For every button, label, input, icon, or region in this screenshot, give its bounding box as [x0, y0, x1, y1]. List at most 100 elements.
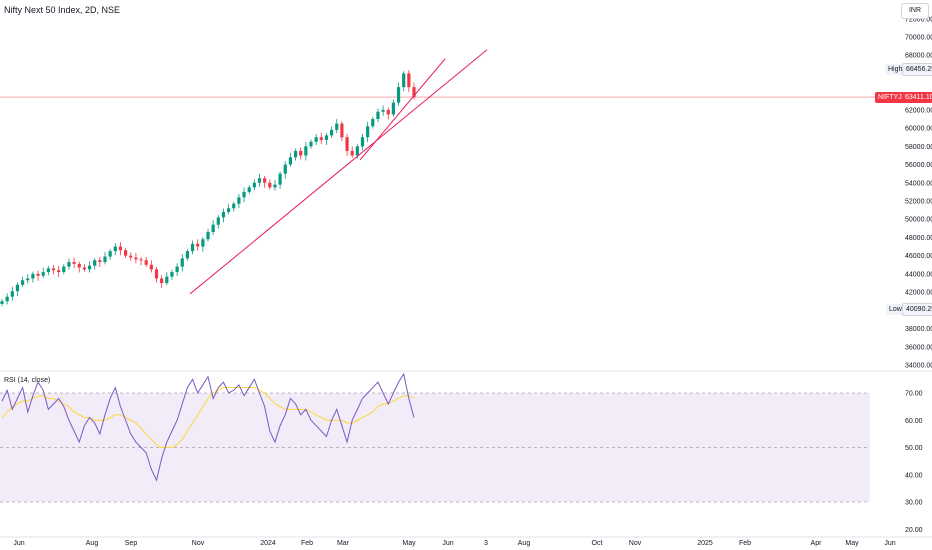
candle-body	[185, 251, 189, 259]
price-tick-label: 38000.00	[905, 326, 932, 333]
candle-body	[371, 119, 375, 127]
candle-body	[340, 123, 344, 138]
candle-body	[293, 150, 298, 158]
price-tick-label: 62000.00	[905, 107, 932, 114]
candle-body	[77, 263, 81, 268]
time-tick-label: Nov	[192, 540, 205, 547]
candle-body	[180, 258, 184, 267]
price-tick-label: 50000.00	[905, 217, 932, 224]
candle-body	[412, 87, 416, 98]
time-tick-label: 2025	[697, 540, 713, 547]
candle-body	[350, 150, 354, 156]
candle-body	[129, 255, 133, 258]
candle-body	[232, 203, 236, 209]
candle-body	[366, 126, 370, 138]
time-tick-label: Oct	[592, 540, 603, 547]
candle-body	[288, 157, 292, 165]
candle-body	[330, 129, 334, 136]
candle-body	[376, 111, 380, 119]
candle-body	[160, 278, 164, 283]
price-tick-label: 48000.00	[905, 235, 932, 242]
time-tick-label: Mar	[337, 540, 350, 547]
rsi-tick-label: 60.00	[905, 418, 923, 425]
rsi-tick-label: 70.00	[905, 391, 923, 398]
candle-body	[407, 73, 411, 88]
time-tick-label: Jun	[884, 540, 895, 547]
candle-body	[46, 268, 50, 273]
price-tick-label: 54000.00	[905, 180, 932, 187]
candle-body	[62, 266, 66, 273]
price-tick-label: 36000.00	[905, 344, 932, 351]
candle-body	[278, 173, 282, 185]
high-value-badge: 66456.25	[902, 63, 932, 76]
candle-body	[190, 243, 195, 252]
time-tick-label: Nov	[629, 540, 642, 547]
trendline-upper	[359, 58, 446, 161]
currency-button[interactable]: INR	[901, 3, 929, 19]
candle-body	[304, 146, 308, 156]
candle-body	[381, 109, 385, 112]
high-label: High	[885, 64, 906, 75]
price-tick-label: 60000.00	[905, 126, 932, 133]
candle-body	[103, 256, 107, 263]
candle-body	[15, 284, 20, 292]
candle-body	[299, 150, 303, 156]
candle-body	[0, 301, 4, 304]
time-tick-label: Aug	[86, 540, 99, 547]
time-tick-label: Feb	[739, 540, 751, 547]
rsi-line	[1, 372, 415, 482]
price-tick-label: 72000.00	[905, 16, 932, 23]
candle-body	[144, 260, 148, 265]
candle-body	[57, 270, 61, 273]
candle-body	[242, 191, 246, 198]
time-tick-label: 3	[484, 540, 488, 547]
price-tick-label: 52000.00	[905, 199, 932, 206]
price-tick-label: 34000.00	[905, 363, 932, 370]
candle-body	[93, 260, 97, 266]
rsi-tick-label: 50.00	[905, 445, 923, 452]
time-tick-label: May	[402, 540, 416, 547]
candle-body	[98, 260, 102, 263]
candle-body	[10, 291, 14, 297]
low-value-badge: 40090.25	[902, 303, 932, 316]
candle-body	[273, 184, 277, 188]
candle-body	[324, 135, 329, 140]
time-tick-label: Jun	[442, 540, 453, 547]
candle-body	[118, 246, 123, 251]
candle-body	[87, 265, 92, 270]
price-tick-label: 44000.00	[905, 271, 932, 278]
candle-body	[82, 267, 86, 270]
candle-body	[283, 164, 287, 174]
candle-body	[227, 208, 231, 212]
rsi-tick-label: 40.00	[905, 472, 923, 479]
candle-body	[175, 266, 179, 273]
candle-body	[206, 231, 210, 240]
candle-body	[154, 269, 159, 279]
candle-body	[211, 224, 215, 232]
time-tick-label: Sep	[125, 540, 138, 547]
price-tick-label: 42000.00	[905, 290, 932, 297]
candle-body	[67, 262, 71, 267]
chart-title: Nifty Next 50 Index, 2D, NSE	[4, 5, 121, 15]
candle-body	[134, 257, 138, 260]
candle-body	[36, 273, 40, 276]
candle-body	[149, 264, 153, 270]
candle-body	[345, 137, 349, 151]
price-tick-label: 46000.00	[905, 253, 932, 260]
candle-body	[165, 276, 169, 283]
candle-body	[319, 137, 323, 140]
candle-body	[21, 280, 25, 285]
candle-body	[108, 251, 112, 257]
candle-body	[335, 123, 339, 130]
candle-body	[196, 243, 200, 247]
candle-body	[139, 259, 143, 261]
candle-body	[391, 102, 395, 115]
candle-body	[51, 268, 56, 271]
candle-body	[355, 146, 359, 156]
price-tick-label: 70000.00	[905, 35, 932, 42]
trendline-lower	[189, 49, 488, 295]
price-tick-label: 56000.00	[905, 162, 932, 169]
candle-body	[396, 87, 401, 103]
candle-body	[268, 182, 272, 188]
